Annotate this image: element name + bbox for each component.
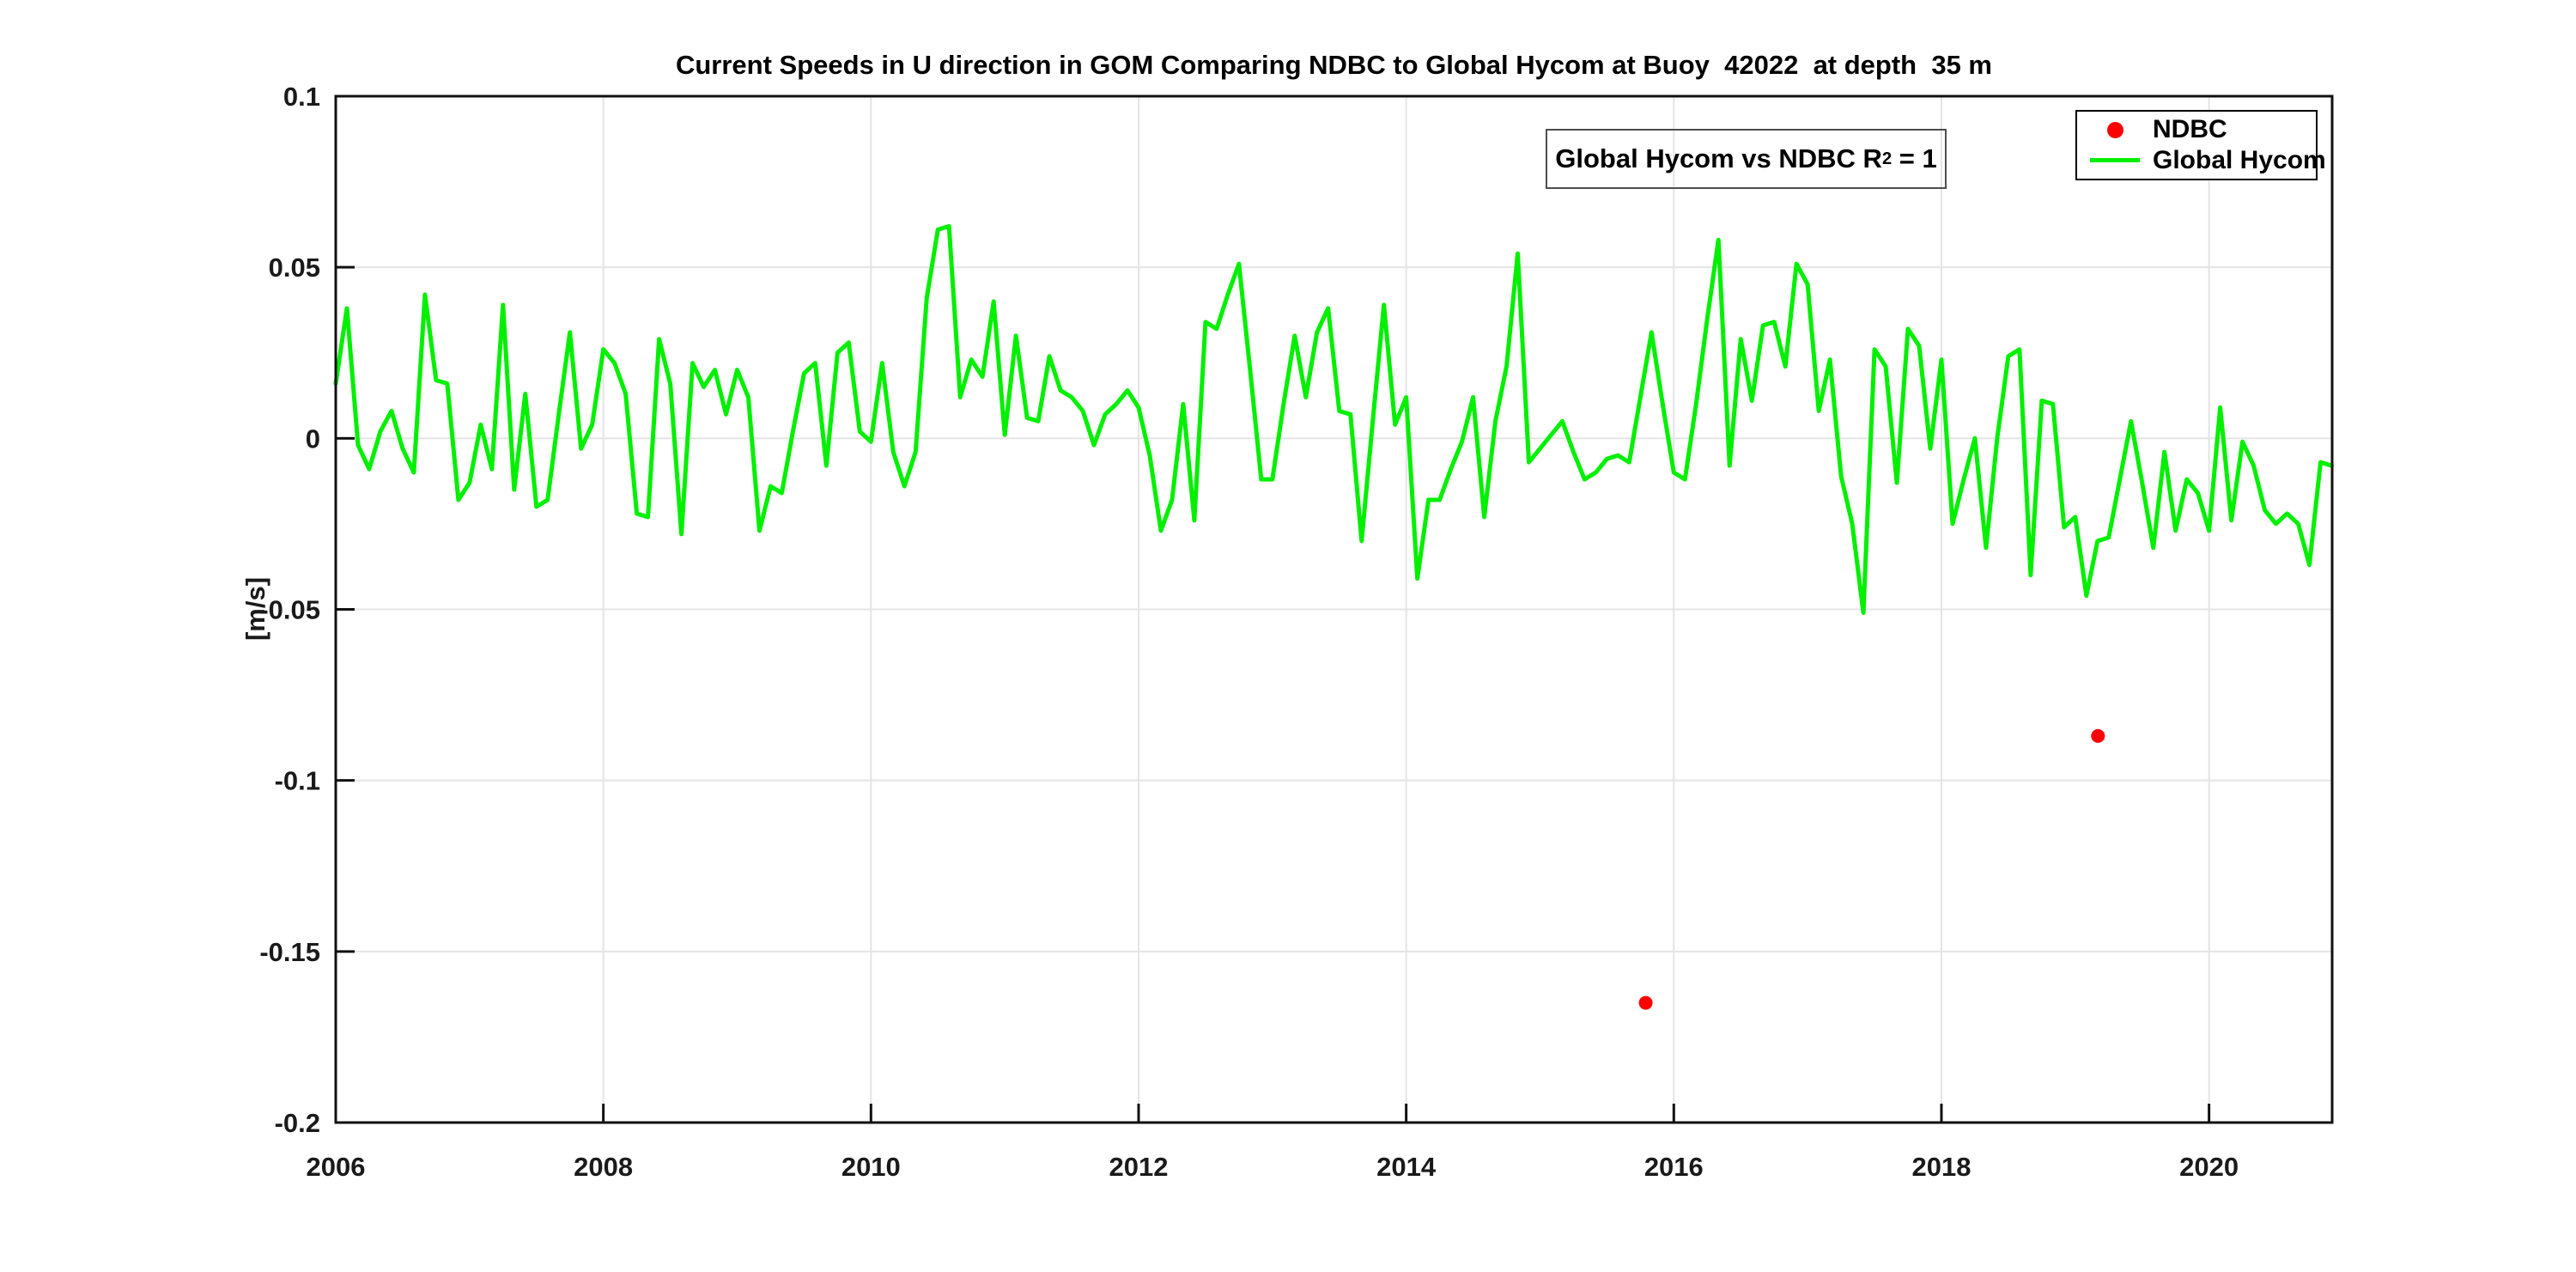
x-tick-label: 2012	[1109, 1152, 1169, 1182]
x-tick-label: 2018	[1911, 1152, 1971, 1182]
x-tick-label: 2014	[1376, 1152, 1437, 1182]
legend-swatch-area	[2087, 158, 2142, 163]
x-tick-label: 2006	[307, 1152, 366, 1182]
y-tick-label: 0	[306, 423, 320, 453]
y-tick-label: 0.05	[269, 253, 320, 283]
ndbc-data-point	[1638, 995, 1653, 1010]
hycom-line-series	[333, 223, 2334, 615]
legend-label-ndbc: NDBC	[2153, 115, 2227, 144]
chart-title: Current Speeds in U direction in GOM Com…	[675, 50, 1993, 80]
plot-area: 2006 2008 2010 2012 2014 2016 2018 2020 0.1 0.05 0…	[259, 82, 2334, 1182]
legend: NDBC Global Hycom	[2075, 110, 2326, 180]
legend-item-global-hycom: Global Hycom	[2087, 146, 2326, 175]
x-tick-label: 2020	[2179, 1152, 2239, 1182]
legend-item-ndbc: NDBC	[2087, 115, 2316, 144]
x-tick-label: 2010	[841, 1152, 901, 1182]
y-tick-label: -0.15	[259, 937, 320, 967]
hycom-line-swatch	[2090, 158, 2140, 163]
x-tick-label: 2016	[1644, 1152, 1704, 1182]
legend-label-global-hycom: Global Hycom	[2153, 145, 2326, 174]
y-tick-label: -0.2	[275, 1108, 320, 1138]
ndbc-data-point	[2091, 728, 2105, 743]
y-tick-label: -0.05	[259, 595, 320, 625]
x-tick-label: 2008	[574, 1152, 633, 1182]
annotation-suffix: = 1	[1892, 143, 1937, 173]
ndbc-marker-swatch	[2106, 121, 2123, 138]
y-tick-label: 0.1	[283, 82, 320, 112]
annotation-text: Global Hycom vs NDBC R	[1555, 143, 1882, 173]
y-tick-label: -0.1	[275, 766, 320, 796]
chart-canvas: 2006 2008 2010 2012 2014 2016 2018 2020 0.1 0.05 0…	[259, 82, 2334, 1182]
legend-swatch-area	[2087, 121, 2142, 138]
